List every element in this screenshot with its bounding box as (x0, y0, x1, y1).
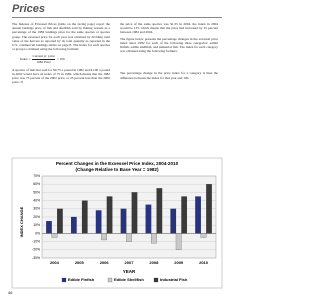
y-tick-label: 10% (33, 223, 40, 227)
header-rule (12, 17, 222, 18)
y-tick-label: 50% (33, 190, 40, 194)
formula-lhs: Index = (20, 57, 31, 62)
x-tick-label: 2008 (149, 260, 159, 265)
x-tick-label: 2004 (50, 260, 60, 265)
bar (126, 233, 132, 242)
y-tick-label: 70% (33, 174, 40, 178)
x-tick-label: 2009 (174, 260, 184, 265)
paragraph: A species of fish that sold for $0.75 a … (12, 67, 110, 85)
multiplier: × 100 (56, 57, 65, 62)
paragraph: the price of the same species was $1.35 … (120, 22, 218, 35)
legend-label: Edible Finfish (68, 277, 95, 282)
bar (120, 208, 127, 234)
legend-label: Edible Shellfish (114, 277, 144, 282)
left-column: The Indexes of Exvessel Prices (table on… (12, 22, 110, 87)
y-tick-label: -10% (32, 239, 40, 243)
bar (95, 210, 102, 234)
chart-title: Percent Changes in the Exvessel Price In… (56, 161, 179, 166)
chart: Percent Changes in the Exvessel Price In… (11, 157, 223, 289)
y-tick-label: 0% (35, 231, 40, 235)
chart-subtitle: (Change Relative to Base Year = 1982) (75, 167, 158, 172)
x-axis-title: YEAR (123, 269, 136, 274)
x-tick-label: 2010 (199, 260, 209, 265)
bar (46, 221, 52, 234)
bar (145, 204, 152, 234)
legend-swatch (107, 277, 113, 283)
y-axis-title: INDEX CHANGE (19, 206, 24, 237)
bar (206, 184, 212, 234)
bar (101, 233, 107, 241)
bar (156, 188, 163, 234)
paragraph: The percentage change in the price index… (120, 71, 218, 80)
bar (200, 233, 207, 238)
bar (70, 216, 77, 234)
y-tick-label: -30% (32, 256, 40, 260)
y-tick-label: 20% (33, 215, 40, 219)
bar (57, 208, 63, 234)
numerator: Current yr. price (32, 54, 55, 60)
bar (195, 196, 201, 234)
y-tick-label: 40% (33, 198, 40, 202)
bar (175, 233, 182, 250)
bar (81, 200, 88, 234)
bar (131, 192, 138, 234)
bar (181, 196, 188, 234)
legend-label: Industrial Fish (160, 277, 188, 282)
denominator: 1982 Price (36, 59, 51, 64)
formula: Index = Current yr. price 1982 Price × 1… (20, 54, 110, 63)
bar (151, 233, 157, 244)
paragraph: The Indexes of Exvessel Prices (table on… (12, 22, 110, 52)
fraction: Current yr. price 1982 Price (32, 54, 55, 64)
bar (170, 208, 177, 234)
y-tick-label: 60% (33, 182, 40, 186)
paragraph: The figure below presents the percentage… (120, 36, 218, 54)
bar (106, 196, 113, 234)
y-tick-label: -20% (32, 248, 40, 252)
page: Prices The Indexes of Exvessel Prices (t… (8, 3, 223, 295)
x-tick-label: 2006 (100, 260, 110, 265)
x-tick-label: 2007 (125, 260, 135, 265)
legend-swatch (153, 277, 159, 283)
y-tick-label: 30% (33, 207, 40, 211)
page-number: 46 (8, 290, 13, 295)
bar (51, 233, 58, 238)
header-title: Prices (12, 3, 46, 15)
x-tick-label: 2005 (75, 260, 85, 265)
right-column: the price of the same species was $1.35 … (120, 22, 218, 82)
legend-swatch (61, 277, 67, 283)
